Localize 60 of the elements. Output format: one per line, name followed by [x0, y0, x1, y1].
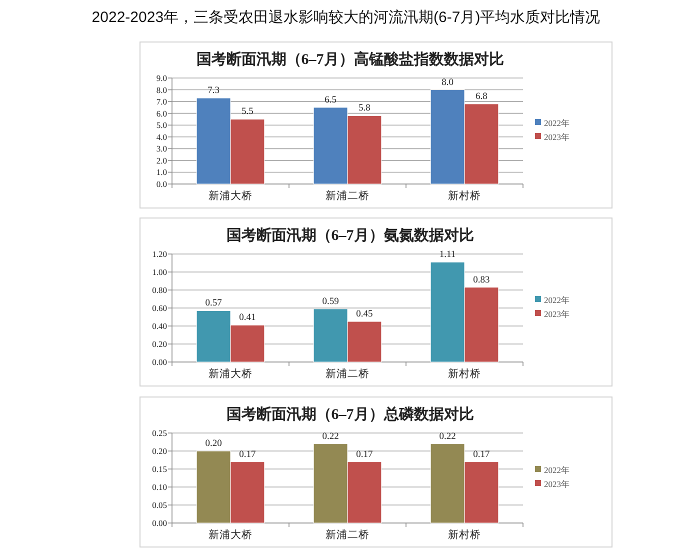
- data-label: 7.3: [208, 86, 220, 96]
- y-tick-label: 1.20: [152, 249, 167, 259]
- y-tick-label: 0.00: [152, 518, 167, 528]
- legend-label: 2022年: [544, 295, 570, 305]
- chart-title: 国考断面汛期（6–7月）氨氮数据对比: [226, 227, 474, 244]
- x-tick-label: 新浦大桥: [208, 528, 252, 541]
- data-label: 0.22: [322, 432, 340, 442]
- data-label: 1.11: [439, 250, 456, 260]
- y-tick-label: 6.0: [156, 108, 167, 118]
- data-label: 6.5: [324, 95, 337, 106]
- y-tick-label: 0.25: [152, 428, 167, 438]
- y-tick-label: 0.80: [152, 285, 167, 295]
- data-label: 0.22: [439, 432, 456, 442]
- y-tick-label: 0.60: [152, 303, 167, 313]
- y-tick-label: 9.0: [156, 73, 167, 83]
- y-tick-label: 1.0: [156, 167, 167, 178]
- data-label: 0.20: [205, 439, 222, 449]
- data-label: 0.57: [205, 298, 222, 309]
- legend-label: 2022年: [544, 465, 570, 475]
- y-tick-label: 1.00: [152, 267, 167, 277]
- y-tick-label: 0.00: [152, 357, 167, 367]
- legend-label: 2022年: [544, 118, 570, 128]
- data-label: 0.59: [322, 296, 340, 307]
- data-label: 8.0: [442, 78, 454, 88]
- y-tick-label: 0.0: [156, 179, 167, 189]
- y-tick-label: 0.40: [152, 321, 167, 331]
- x-tick-label: 新村桥: [448, 189, 481, 202]
- y-tick-label: 5.0: [156, 120, 167, 130]
- y-tick-label: 2.0: [156, 155, 167, 166]
- x-tick-label: 新浦大桥: [208, 189, 252, 202]
- legend-label: 2023年: [544, 479, 570, 489]
- x-tick-label: 新村桥: [448, 528, 481, 541]
- y-tick-label: 0.20: [152, 339, 167, 349]
- x-tick-label: 新村桥: [448, 367, 481, 380]
- data-label: 5.8: [358, 104, 371, 114]
- data-label: 5.5: [242, 107, 254, 118]
- x-tick-label: 新浦大桥: [208, 367, 252, 380]
- chart-title: 国考断面汛期（6–7月）总磷数据对比: [226, 406, 474, 423]
- data-label: 0.17: [356, 450, 374, 460]
- y-tick-label: 0.10: [152, 482, 167, 492]
- data-label: 0.17: [473, 450, 490, 460]
- data-label: 0.83: [473, 275, 490, 286]
- data-label: 6.8: [476, 92, 488, 102]
- x-tick-label: 新浦二桥: [326, 367, 370, 380]
- y-tick-label: 0.20: [152, 446, 167, 456]
- y-tick-label: 0.15: [152, 464, 167, 474]
- y-tick-label: 8.0: [156, 84, 167, 95]
- y-tick-label: 7.0: [156, 96, 167, 107]
- legend-label: 2023年: [544, 309, 570, 319]
- data-label: 0.45: [356, 310, 374, 320]
- data-label: 0.17: [239, 450, 256, 460]
- text: 2022-2023年，三条受农田退水影响较大的河流汛期(6-7月)平均水质对比情况: [92, 9, 600, 26]
- y-tick-label: 3.0: [156, 144, 167, 154]
- chart-title: 国考断面汛期（6–7月）高锰酸盐指数数据对比: [196, 50, 504, 68]
- y-tick-label: 0.05: [152, 500, 167, 510]
- y-tick-label: 4.0: [156, 132, 167, 142]
- x-tick-label: 新浦二桥: [326, 189, 370, 202]
- legend-label: 2023年: [544, 132, 570, 142]
- data-label: 0.41: [239, 313, 256, 324]
- x-tick-label: 新浦二桥: [326, 528, 370, 541]
